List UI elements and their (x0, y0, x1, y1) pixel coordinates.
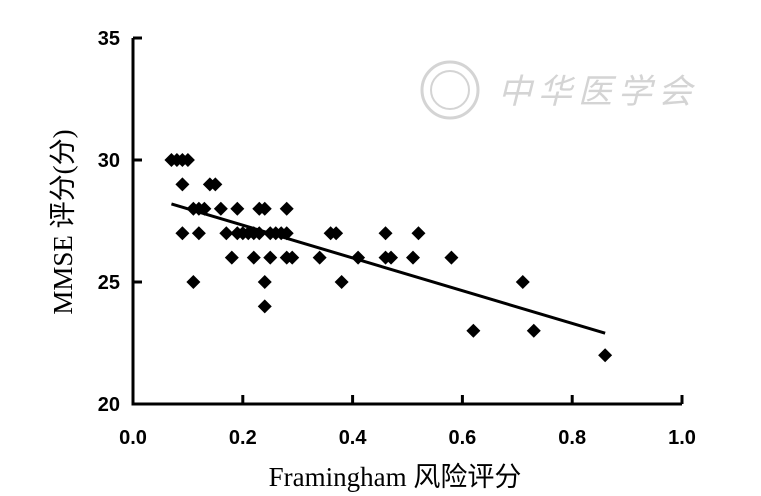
data-point (230, 201, 245, 216)
x-tick-label: 0.8 (558, 427, 586, 449)
x-tick-label: 1.0 (668, 427, 696, 449)
data-point (263, 250, 278, 265)
data-point (257, 275, 272, 289)
x-tick-label: 0.2 (229, 427, 257, 449)
watermark-seal-icon (420, 60, 480, 120)
watermark-seal-inner-icon (430, 70, 470, 110)
data-point (213, 201, 228, 216)
x-tick-label: 0.4 (339, 427, 368, 449)
data-point (384, 250, 399, 265)
data-point (175, 177, 190, 192)
y-tick-label: 25 (98, 272, 120, 294)
data-points (164, 153, 613, 363)
data-point (175, 226, 190, 241)
data-point (334, 275, 349, 289)
data-point (191, 226, 206, 241)
ticks (131, 36, 684, 406)
data-point (312, 250, 327, 265)
data-point (378, 226, 393, 241)
x-tick-label: 0.0 (119, 427, 147, 449)
watermark-text: 中华医学会 (498, 72, 698, 112)
data-point (186, 275, 201, 289)
y-tick-label: 20 (98, 394, 120, 416)
trend-line (171, 202, 606, 335)
data-point (526, 323, 541, 338)
data-point (219, 226, 234, 241)
data-point (329, 226, 344, 241)
data-point (279, 201, 294, 216)
data-point (285, 250, 300, 265)
data-point (444, 250, 459, 265)
data-point (224, 250, 239, 265)
data-point (246, 250, 261, 265)
data-point (257, 201, 272, 216)
y-tick-label: 35 (98, 28, 120, 50)
data-point (466, 323, 481, 338)
y-tick-label: 30 (98, 150, 120, 172)
y-axis-title: MMSE 评分(分) (48, 129, 78, 314)
data-point (257, 299, 272, 314)
data-point (411, 226, 426, 241)
x-tick-label: 0.6 (448, 427, 476, 449)
watermark: 中华医学会 (420, 60, 698, 120)
data-point (515, 275, 530, 289)
axes (131, 38, 682, 406)
x-axis-title: Framingham 风险评分 (269, 462, 522, 492)
data-point (180, 153, 195, 167)
data-point (405, 250, 420, 265)
data-point (598, 348, 613, 363)
data-point (208, 177, 223, 192)
tick-labels: 0.0 0.2 0.4 0.6 0.8 1.0 20 25 30 35 (98, 28, 696, 449)
